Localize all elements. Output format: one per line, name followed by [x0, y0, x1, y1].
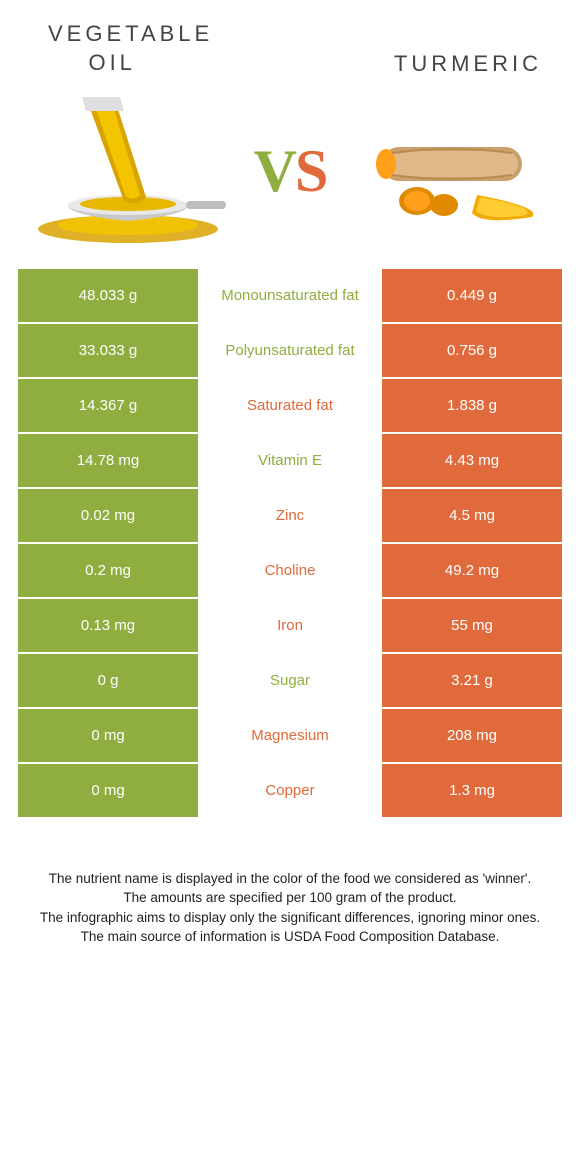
title-right: TURMERIC [394, 20, 542, 79]
header: VEGETABLE OIL TURMERIC [18, 20, 562, 89]
right-value-cell: 4.43 mg [382, 434, 562, 487]
table-row: 33.033 gPolyunsaturated fat0.756 g [18, 324, 562, 377]
left-value-cell: 14.367 g [18, 379, 198, 432]
footer-line-2: The amounts are specified per 100 gram o… [38, 888, 542, 908]
vs-s: S [295, 138, 326, 204]
images-row: VS [18, 89, 562, 269]
turmeric-icon [362, 117, 542, 227]
table-row: 0 mgCopper1.3 mg [18, 764, 562, 817]
nutrient-label-cell: Magnesium [198, 709, 382, 762]
left-value-cell: 0.02 mg [18, 489, 198, 542]
left-value-cell: 0 g [18, 654, 198, 707]
table-row: 48.033 gMonounsaturated fat0.449 g [18, 269, 562, 322]
table-row: 14.367 gSaturated fat1.838 g [18, 379, 562, 432]
nutrient-label-cell: Vitamin E [198, 434, 382, 487]
oil-pouring-icon [28, 97, 228, 247]
left-value-cell: 0 mg [18, 764, 198, 817]
vs-v: V [254, 138, 295, 204]
right-value-cell: 4.5 mg [382, 489, 562, 542]
table-row: 0 gSugar3.21 g [18, 654, 562, 707]
nutrient-label-cell: Choline [198, 544, 382, 597]
table-row: 0 mgMagnesium208 mg [18, 709, 562, 762]
table-row: 0.02 mgZinc4.5 mg [18, 489, 562, 542]
left-value-cell: 33.033 g [18, 324, 198, 377]
right-food-image [352, 97, 552, 247]
footer-line-3: The infographic aims to display only the… [38, 908, 542, 928]
left-value-cell: 14.78 mg [18, 434, 198, 487]
right-value-cell: 1.838 g [382, 379, 562, 432]
nutrient-label-cell: Saturated fat [198, 379, 382, 432]
right-value-cell: 0.449 g [382, 269, 562, 322]
left-value-cell: 0 mg [18, 709, 198, 762]
nutrient-label-cell: Sugar [198, 654, 382, 707]
table-row: 0.13 mgIron55 mg [18, 599, 562, 652]
footer-notes: The nutrient name is displayed in the co… [18, 819, 562, 947]
left-value-cell: 0.2 mg [18, 544, 198, 597]
nutrient-label-cell: Monounsaturated fat [198, 269, 382, 322]
right-value-cell: 0.756 g [382, 324, 562, 377]
nutrient-label-cell: Zinc [198, 489, 382, 542]
footer-line-1: The nutrient name is displayed in the co… [38, 869, 542, 889]
title-left-line2: OIL [88, 50, 135, 75]
right-value-cell: 3.21 g [382, 654, 562, 707]
table-row: 0.2 mgCholine49.2 mg [18, 544, 562, 597]
vs-label: VS [254, 137, 327, 206]
comparison-table: 48.033 gMonounsaturated fat0.449 g33.033… [18, 269, 562, 817]
right-value-cell: 55 mg [382, 599, 562, 652]
left-value-cell: 0.13 mg [18, 599, 198, 652]
nutrient-label-cell: Polyunsaturated fat [198, 324, 382, 377]
left-food-image [28, 97, 228, 247]
title-left-line1: VEGETABLE [48, 21, 213, 46]
right-value-cell: 49.2 mg [382, 544, 562, 597]
right-value-cell: 208 mg [382, 709, 562, 762]
left-value-cell: 48.033 g [18, 269, 198, 322]
nutrient-label-cell: Iron [198, 599, 382, 652]
nutrient-label-cell: Copper [198, 764, 382, 817]
title-left: VEGETABLE OIL [38, 20, 213, 77]
table-row: 14.78 mgVitamin E4.43 mg [18, 434, 562, 487]
footer-line-4: The main source of information is USDA F… [38, 927, 542, 947]
right-value-cell: 1.3 mg [382, 764, 562, 817]
